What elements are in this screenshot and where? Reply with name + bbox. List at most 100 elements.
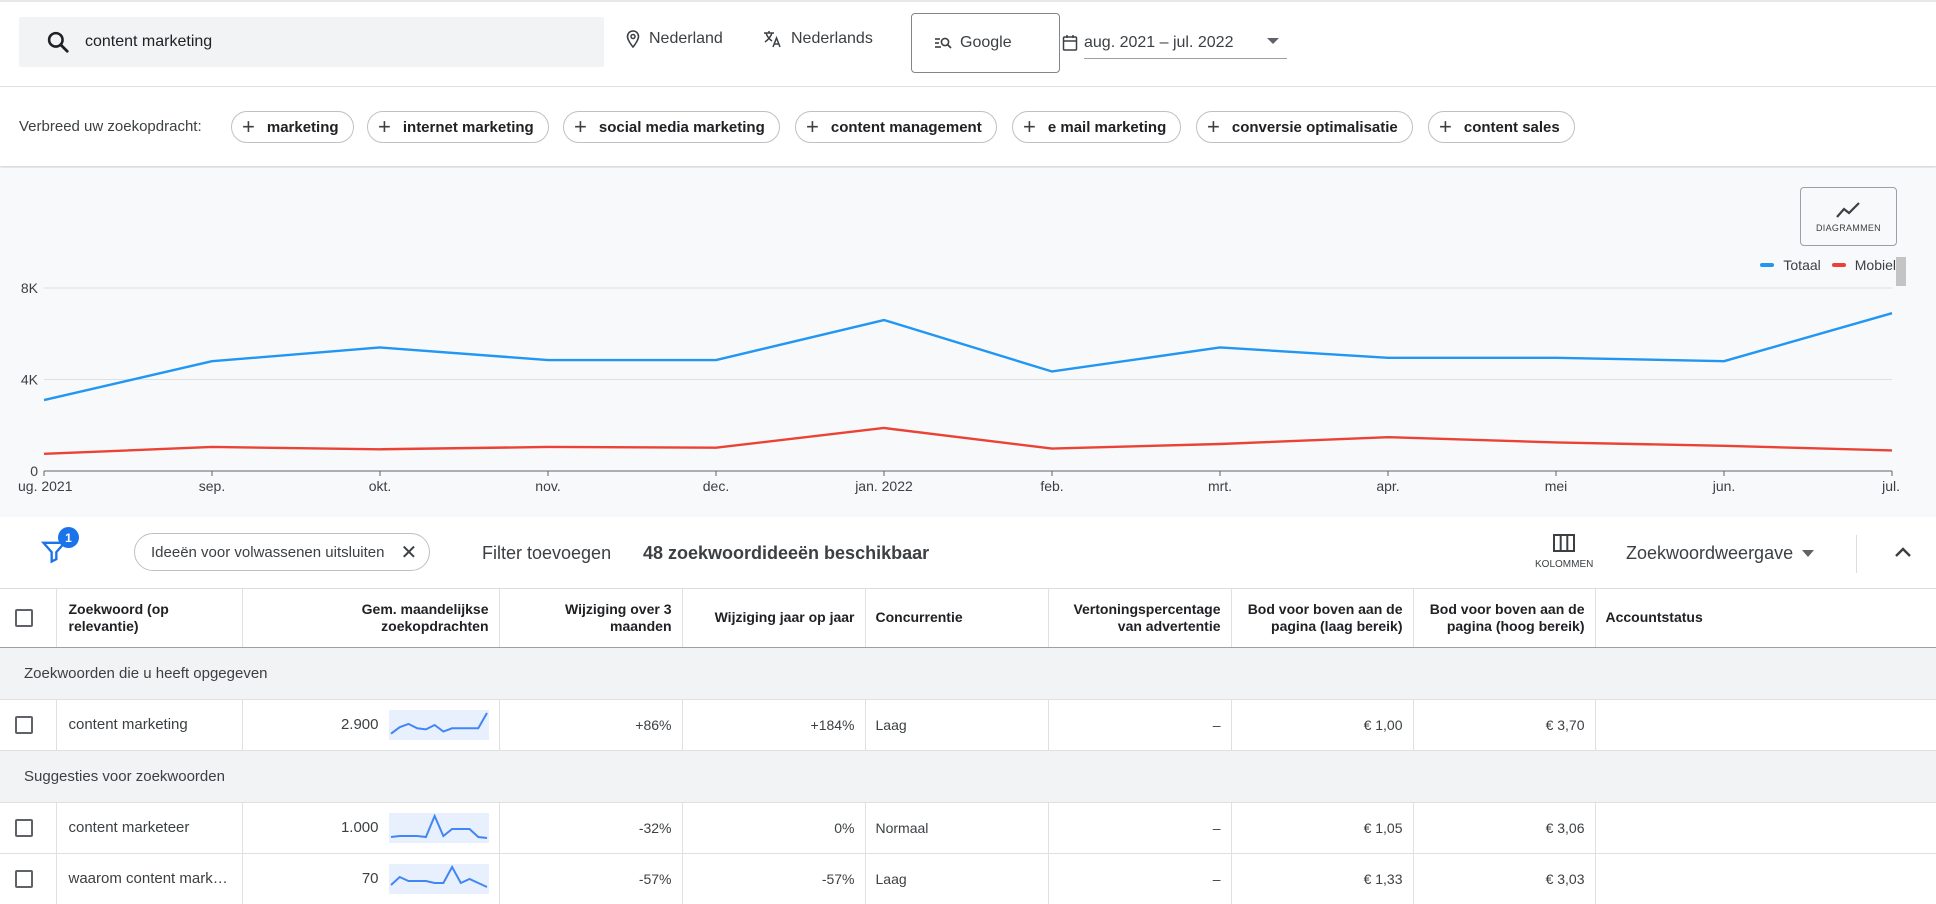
change-yoy-cell: 0% bbox=[682, 802, 866, 854]
translate-icon bbox=[764, 31, 781, 48]
legend-item-mobiel[interactable]: Mobiel bbox=[1831, 257, 1896, 273]
trend-line-icon bbox=[1835, 201, 1860, 218]
col-header-impression-share[interactable]: Vertoningspercentage van advertentie bbox=[1048, 589, 1232, 648]
chip-label: conversie optimalisatie bbox=[1231, 118, 1398, 136]
col-header-account-status[interactable]: Accountstatus bbox=[1595, 589, 1936, 648]
x-tick-label: ug. 2021 bbox=[18, 478, 73, 494]
top-search-bar: content marketing Nederland Nederlands G… bbox=[0, 0, 1936, 87]
divider bbox=[1856, 535, 1857, 573]
x-tick-label: jun. bbox=[1712, 478, 1736, 494]
keyword-cell[interactable]: content marketeer bbox=[56, 802, 243, 854]
account-status-cell bbox=[1595, 853, 1936, 904]
x-tick-label: sep. bbox=[199, 478, 225, 494]
plus-icon: + bbox=[806, 114, 819, 139]
row-checkbox[interactable] bbox=[15, 715, 33, 734]
col-header-keyword[interactable]: Zoekwoord (op relevantie) bbox=[56, 589, 243, 648]
close-icon[interactable]: ✕ bbox=[400, 541, 418, 564]
sparkline bbox=[388, 709, 489, 740]
row-checkbox[interactable] bbox=[15, 869, 33, 888]
chip-label: e mail marketing bbox=[1047, 118, 1167, 136]
keyword-cell[interactable]: waarom content mark… bbox=[56, 853, 243, 904]
bid-high-cell: € 3,06 bbox=[1413, 802, 1596, 854]
chip-label: social media marketing bbox=[598, 118, 765, 136]
col-header-change-yoy[interactable]: Wijziging jaar op jaar bbox=[682, 589, 866, 648]
sparkline bbox=[388, 812, 489, 843]
search-query: content marketing bbox=[85, 33, 213, 50]
legend-swatch bbox=[1760, 263, 1775, 267]
chevron-up-icon[interactable] bbox=[1893, 542, 1913, 562]
impression-share-cell: – bbox=[1048, 699, 1232, 751]
search-network-icon bbox=[935, 37, 952, 49]
legend-scrollbar[interactable] bbox=[1896, 257, 1906, 286]
group-label: Zoekwoorden die u heeft opgegeven bbox=[0, 647, 1936, 700]
volume-cell: 70 bbox=[242, 853, 500, 904]
network-label: Google bbox=[960, 34, 1012, 51]
chip-label: internet marketing bbox=[402, 118, 534, 136]
chip-label: content management bbox=[830, 118, 982, 136]
location-selector[interactable]: Nederland bbox=[625, 30, 723, 48]
x-tick-label: mei bbox=[1545, 478, 1568, 494]
col-header-bid-low[interactable]: Bod voor boven aan de pagina (laag berei… bbox=[1231, 589, 1414, 648]
trend-chart: 0 4K 8K ug. 2021 sep. okt. nov. dec. jan. 2022 fe… bbox=[0, 168, 1936, 517]
change-3m-cell: -32% bbox=[499, 802, 683, 854]
plus-icon: + bbox=[1207, 114, 1220, 139]
volume-value: 2.900 bbox=[340, 716, 379, 733]
keyword-view-select[interactable]: Zoekwoordweergave bbox=[1626, 543, 1815, 564]
chevron-down-icon bbox=[1267, 38, 1279, 44]
col-header-competition[interactable]: Concurrentie bbox=[865, 589, 1049, 648]
group-row-suggestions: Suggesties voor zoekwoorden bbox=[0, 750, 1936, 803]
col-header-bid-high[interactable]: Bod voor boven aan de pagina (hoog berei… bbox=[1413, 589, 1596, 648]
broaden-search-bar: Verbreed uw zoekopdracht: + marketing + in… bbox=[0, 88, 1936, 167]
series-line-totaal[interactable] bbox=[43, 312, 1893, 402]
charts-button[interactable]: DIAGRAMMEN bbox=[1800, 187, 1897, 246]
competition-cell: Laag bbox=[865, 699, 1049, 751]
sparkline-path bbox=[390, 812, 487, 839]
columns-button[interactable]: KOLOMMEN bbox=[1535, 533, 1593, 570]
language-selector[interactable]: Nederlands bbox=[763, 30, 873, 48]
change-3m-cell: -57% bbox=[499, 853, 683, 904]
broaden-chip[interactable]: + conversie optimalisatie bbox=[1196, 111, 1413, 143]
broaden-chip[interactable]: + e mail marketing bbox=[1012, 111, 1182, 143]
chart-legend: Totaal Mobiel bbox=[1749, 257, 1896, 273]
keyword-cell[interactable]: content marketing bbox=[56, 699, 243, 751]
broaden-chip[interactable]: + content management bbox=[795, 111, 997, 143]
legend-item-totaal[interactable]: Totaal bbox=[1760, 257, 1821, 273]
location-pin-icon bbox=[626, 30, 640, 48]
legend-swatch bbox=[1831, 263, 1846, 267]
volume-value: 1.000 bbox=[340, 819, 379, 836]
broaden-chip[interactable]: + internet marketing bbox=[367, 111, 549, 143]
search-input[interactable]: content marketing bbox=[19, 17, 604, 67]
impression-share-cell: – bbox=[1048, 802, 1232, 854]
table-header-row: Zoekwoord (op relevantie) Gem. maandelij… bbox=[0, 589, 1936, 648]
broaden-chip[interactable]: + content sales bbox=[1428, 111, 1575, 143]
x-tick-label: nov. bbox=[535, 478, 560, 494]
group-label: Suggesties voor zoekwoorden bbox=[0, 750, 1936, 803]
add-filter-button[interactable]: Filter toevoegen bbox=[482, 543, 612, 563]
sparkline-path bbox=[389, 864, 487, 888]
bid-low-cell: € 1,05 bbox=[1231, 802, 1414, 854]
select-all-checkbox[interactable] bbox=[15, 608, 33, 627]
row-checkbox-cell bbox=[0, 699, 57, 751]
broaden-chip[interactable]: + marketing bbox=[231, 111, 354, 143]
date-range-label: aug. 2021 – jul. 2022 bbox=[1084, 33, 1234, 51]
series-line-mobiel[interactable] bbox=[43, 426, 1893, 456]
table-row: content marketeer 1.000 -32% 0% Normaal … bbox=[0, 802, 1936, 854]
plus-icon: + bbox=[574, 114, 587, 139]
col-header-volume[interactable]: Gem. maandelijkse zoekopdrachten bbox=[242, 589, 500, 648]
network-selector[interactable]: Google bbox=[911, 13, 1060, 73]
filter-count-badge: 1 bbox=[58, 527, 79, 548]
adult-ideas-filter-chip[interactable]: Ideeën voor volwassenen uitsluiten ✕ bbox=[134, 533, 431, 571]
y-tick-label: 8K bbox=[21, 280, 39, 296]
competition-cell: Normaal bbox=[865, 802, 1049, 854]
date-range-select[interactable]: aug. 2021 – jul. 2022 bbox=[1084, 27, 1287, 59]
col-header-change-3m[interactable]: Wijziging over 3 maanden bbox=[499, 589, 683, 648]
row-checkbox-cell bbox=[0, 853, 57, 904]
table-row: content marketing 2.900 +86% +184% Laag … bbox=[0, 699, 1936, 751]
filter-chip-label: Ideeën voor volwassenen uitsluiten bbox=[151, 543, 385, 561]
broaden-chip[interactable]: + social media marketing bbox=[563, 111, 780, 143]
table-row: waarom content mark… 70 -57% -57% Laag –… bbox=[0, 853, 1936, 904]
broaden-label: Verbreed uw zoekopdracht: bbox=[19, 118, 202, 135]
account-status-cell bbox=[1595, 699, 1936, 751]
select-all-cell bbox=[0, 589, 57, 648]
row-checkbox[interactable] bbox=[15, 818, 33, 837]
